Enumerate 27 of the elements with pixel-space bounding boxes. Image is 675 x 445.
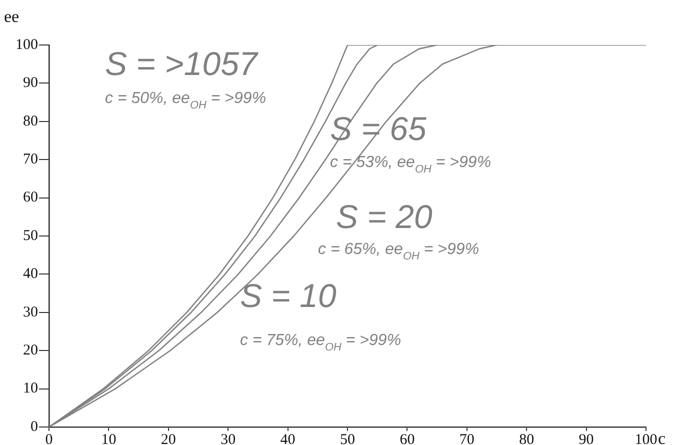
y-tick-label: 100 [16, 36, 38, 53]
y-tick-label: 30 [23, 304, 38, 320]
y-axis-title: ee [4, 7, 20, 26]
annotation: S = 20 [336, 198, 433, 235]
x-tick-label: 60 [400, 432, 415, 445]
x-tick-label: 100 [634, 432, 658, 445]
annotation: S = 10 [240, 277, 337, 314]
x-axis-title: c [658, 429, 666, 445]
annotation: S = >1057 [105, 45, 259, 82]
x-tick-label: 50 [340, 432, 355, 445]
y-tick-label: 60 [23, 190, 38, 206]
y-tick-label: 80 [23, 113, 38, 130]
x-tick-label: 0 [45, 432, 53, 445]
y-tick-label: 0 [30, 418, 38, 435]
x-tick-label: 70 [459, 432, 474, 445]
x-tick-label: 90 [578, 432, 594, 445]
y-tick-label: 40 [23, 266, 38, 282]
y-tick-label: 20 [23, 342, 38, 359]
x-tick-label: 40 [280, 432, 296, 445]
x-tick-label: 20 [160, 432, 176, 445]
x-tick-label: 80 [519, 432, 534, 445]
x-tick-label: 10 [101, 432, 116, 445]
x-tick-label: 30 [220, 432, 236, 445]
y-tick-label: 70 [23, 152, 38, 168]
y-tick-label: 90 [23, 75, 38, 92]
y-tick-label: 10 [23, 380, 38, 397]
y-tick-label: 50 [23, 228, 38, 244]
